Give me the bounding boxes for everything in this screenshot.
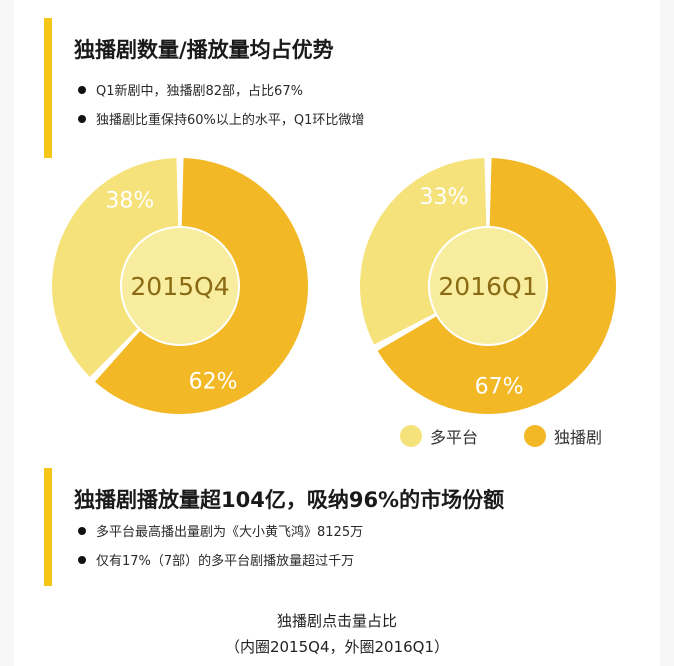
section-accent-bar: [44, 468, 52, 586]
donut-center: [122, 228, 238, 344]
legend-item-multi-platform: 多平台: [400, 424, 478, 448]
bullet-dot-icon: [78, 85, 86, 94]
chart-caption-note: （内圈2015Q4，外圈2016Q1）: [224, 638, 450, 656]
bullet-dot-icon: [78, 114, 86, 123]
section-accent-bar: [44, 18, 52, 158]
slice-exclusive: [377, 158, 616, 414]
data-label-exclusive: 62%: [189, 369, 238, 394]
chart-caption: 独播剧点击量占比: [276, 612, 397, 630]
donut-chart-2015q4: 2015Q4 62% 38%: [52, 158, 309, 414]
bullet-dot-icon: [78, 555, 86, 564]
slice-exclusive: [95, 158, 309, 414]
data-label-multi-platform: 38%: [105, 188, 154, 213]
legend-item-exclusive: 独播剧: [524, 424, 602, 448]
data-label-exclusive: 67%: [475, 374, 524, 399]
data-label-multi-platform: 33%: [419, 185, 468, 210]
legend-swatch-icon: [524, 425, 546, 447]
donut-center-label: 2015Q4: [130, 272, 229, 301]
slice-multi-platform: [360, 158, 487, 345]
bullet-text: 仅有17%（7部）的多平台剧播放量超过千万: [96, 554, 355, 569]
legend-label: 多平台: [430, 428, 479, 447]
section-title: 独播剧数量/播放量均占优势: [74, 38, 334, 62]
section-title: 独播剧播放量超104亿，吸纳96%的市场份额: [74, 488, 505, 512]
donut-center: [430, 228, 546, 344]
bullet-text: 独播剧比重保持60%以上的水平，Q1环比微增: [96, 113, 365, 128]
bullet-item: 多平台最高播出量剧为《大小黄飞鸿》8125万: [78, 521, 363, 540]
legend-label: 独播剧: [554, 428, 603, 447]
bullet-item: 仅有17%（7部）的多平台剧播放量超过千万: [78, 550, 354, 569]
legend-swatch-icon: [400, 425, 422, 447]
donut-center-label: 2016Q1: [438, 272, 537, 301]
slice-multi-platform: [52, 158, 179, 377]
bullet-text: Q1新剧中，独播剧82部，占比67%: [96, 84, 303, 99]
bullet-item: 独播剧比重保持60%以上的水平，Q1环比微增: [78, 109, 364, 128]
bullet-item: Q1新剧中，独播剧82部，占比67%: [78, 80, 303, 99]
bullet-text: 多平台最高播出量剧为《大小黄飞鸿》8125万: [96, 525, 364, 540]
bullet-dot-icon: [78, 526, 86, 535]
donut-chart-2016q1: 2016Q1 67% 33%: [360, 158, 616, 414]
